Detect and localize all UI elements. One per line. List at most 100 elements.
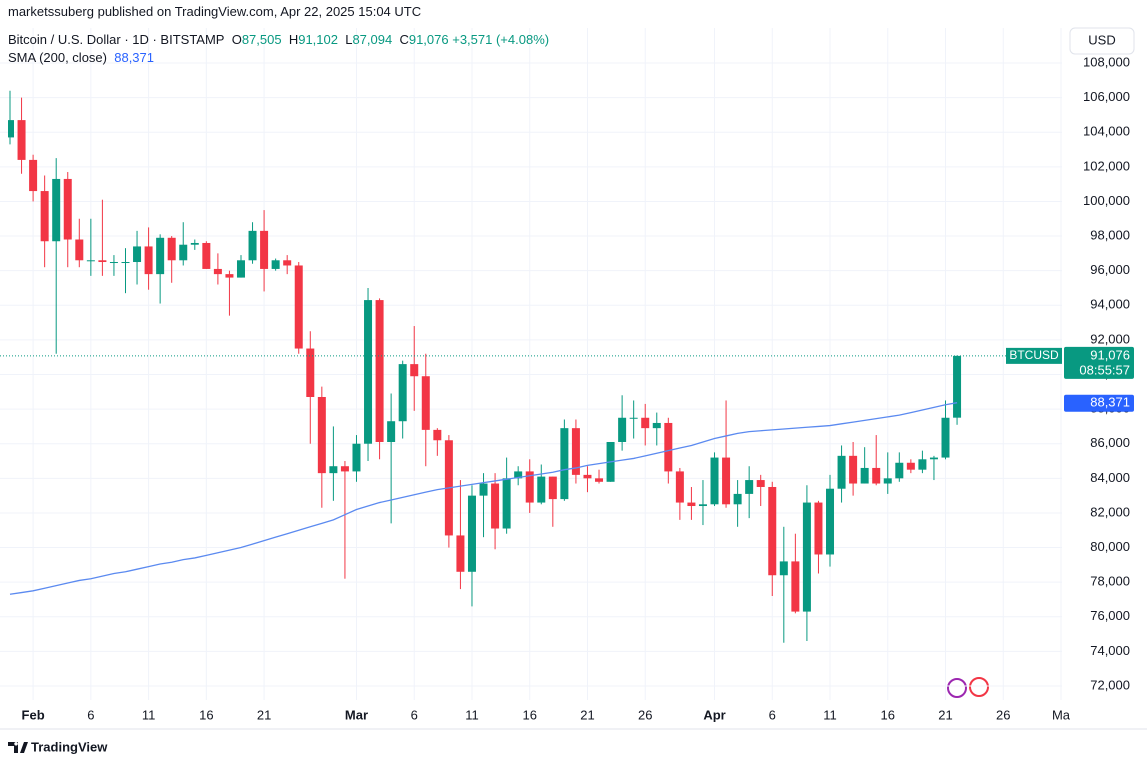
candle-body — [225, 274, 234, 278]
currency-box[interactable] — [1069, 27, 1135, 55]
candle-body — [826, 488, 835, 555]
candle-body — [860, 467, 869, 484]
candle-body — [179, 244, 188, 261]
y-tick-label: 72,000 — [1090, 677, 1130, 692]
grid — [0, 28, 1062, 700]
candle-body — [387, 421, 396, 442]
x-tick-label: Ma — [1052, 707, 1071, 722]
candle-body — [29, 159, 38, 192]
y-tick-label: 94,000 — [1090, 297, 1130, 312]
ohlc-key: L — [345, 32, 353, 47]
change: +3,571 (+4.08%) — [452, 32, 550, 47]
candle-body — [213, 268, 222, 275]
y-tick-label: 100,000 — [1083, 193, 1130, 208]
candle-body — [756, 480, 765, 487]
ohlc-value: 91,076 — [408, 32, 449, 47]
candle-body — [629, 417, 638, 419]
x-tick-label: 26 — [638, 707, 652, 722]
candle-body — [837, 455, 846, 489]
ohlc-key: H — [288, 32, 299, 47]
candle-body — [75, 239, 84, 261]
y-tick-label: 82,000 — [1090, 504, 1130, 519]
x-tick-label: 16 — [522, 707, 536, 722]
x-tick-label: 21 — [938, 707, 952, 722]
candle-body — [433, 429, 442, 441]
candle-body — [571, 428, 580, 475]
candle-body — [872, 467, 881, 484]
indicator-value: 88,371 — [114, 50, 154, 65]
candle-body — [710, 457, 719, 505]
legend-row: Bitcoin / U.S. Dollar · 1D · BITSTAMP O8… — [8, 32, 549, 47]
candle-body — [641, 417, 650, 429]
x-tick-label: 21 — [257, 707, 271, 722]
y-tick-label: 104,000 — [1083, 124, 1130, 139]
candle-body — [733, 493, 742, 505]
candle-body — [537, 476, 546, 503]
candle-body — [398, 364, 407, 422]
indicator: SMA (200, close) — [8, 50, 107, 65]
candle-body — [40, 191, 49, 242]
candle-body — [260, 230, 269, 269]
y-tick-label: 76,000 — [1090, 608, 1130, 623]
plot — [8, 90, 962, 643]
x-tick-label: 11 — [823, 707, 837, 722]
candle-body — [352, 443, 361, 472]
candle-body — [133, 246, 142, 263]
y-tick-label: 98,000 — [1090, 227, 1130, 242]
candle-body — [479, 483, 488, 496]
candle-body — [156, 237, 165, 275]
candle-body — [664, 422, 673, 472]
x-tick-label: 16 — [199, 707, 213, 722]
candle-body — [675, 471, 684, 503]
candle-body — [317, 396, 326, 474]
currency: USD — [1088, 32, 1115, 47]
sma-tag — [1064, 394, 1134, 412]
x-tick-label: Mar — [345, 707, 368, 722]
y-tick-label: 108,000 — [1083, 54, 1130, 69]
candle-body — [560, 428, 569, 500]
publisher: marketssuberg published on TradingView.c… — [8, 4, 421, 19]
candle-body — [849, 455, 858, 484]
candle-body — [329, 466, 338, 474]
candle-body — [294, 265, 303, 349]
candle-body — [109, 262, 118, 264]
candle-body — [906, 462, 915, 470]
candle-body — [202, 242, 211, 269]
x-tick-label: Feb — [22, 707, 45, 722]
candle-body — [98, 260, 107, 263]
ohlc-value: 87,505 — [241, 32, 282, 47]
candle-body — [306, 348, 315, 397]
candle-body — [918, 459, 927, 470]
ohlc-key: O — [231, 32, 242, 47]
candle-body — [525, 471, 534, 503]
sma-price-label: 88,371 — [1090, 395, 1130, 410]
x-tick-label: 21 — [580, 707, 594, 722]
event-icon[interactable] — [947, 678, 967, 698]
candle-body — [745, 480, 754, 494]
candle-body — [595, 478, 604, 482]
y-tick-label: 80,000 — [1090, 539, 1130, 554]
symbol-label: BTCUSD — [1009, 348, 1059, 362]
candle-body — [687, 502, 696, 507]
symbol-tag — [1006, 347, 1062, 364]
candle-body — [86, 260, 95, 262]
symbol: Bitcoin / U.S. Dollar · 1D · BITSTAMP — [8, 32, 225, 47]
x-tick-label: 6 — [769, 707, 776, 722]
countdown: 08:55:57 — [1079, 362, 1130, 377]
candle-body — [63, 178, 72, 240]
candle-body — [17, 120, 26, 160]
candle-body — [421, 376, 430, 430]
ohlc-value: 91,102 — [298, 32, 338, 47]
candle-body — [8, 120, 14, 138]
candle-body — [791, 561, 800, 612]
y-tick-label: 102,000 — [1083, 158, 1130, 173]
x-tick-label: 6 — [87, 707, 94, 722]
event-icon[interactable] — [969, 677, 989, 697]
candle-body — [467, 495, 476, 572]
candle-body — [248, 230, 257, 261]
candle-body — [814, 502, 823, 555]
candle-body — [340, 466, 349, 472]
candle-body — [502, 478, 511, 529]
candle-body — [548, 476, 557, 500]
